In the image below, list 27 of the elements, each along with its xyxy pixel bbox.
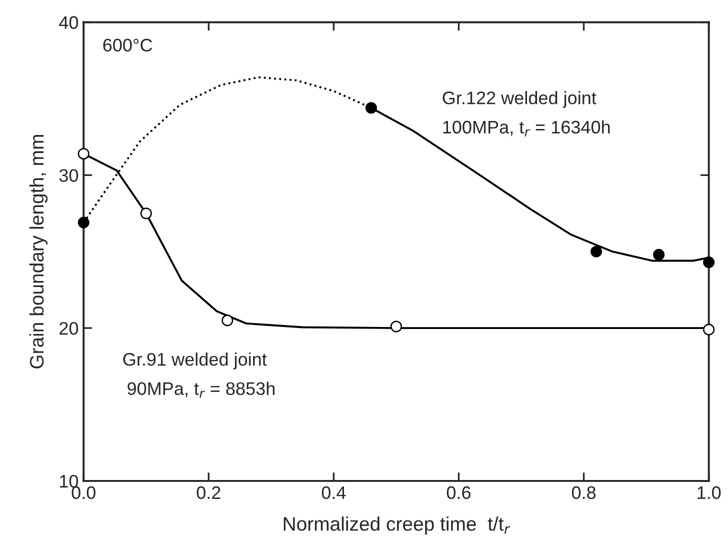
y-tick-label: 20 [60, 322, 78, 335]
point [703, 256, 715, 268]
y-tick-label: 30 [59, 169, 78, 182]
annotation: Gr.91 welded joint [123, 352, 267, 370]
point [78, 216, 90, 228]
annotation: 90MPa, t$_{r}$ = 8853h [128, 382, 274, 398]
point [365, 102, 377, 114]
x-tick-label: 1.0 [698, 486, 721, 500]
y-tick-label: 10 [60, 474, 78, 488]
point [590, 246, 602, 258]
point [78, 148, 90, 160]
y-tick-label: 40 [59, 16, 78, 29]
annotation: 600°C [103, 38, 152, 52]
x-tick-label: 0.0 [72, 486, 96, 500]
x-tick-label: 0.4 [322, 486, 346, 500]
point [653, 248, 665, 260]
y-axis-title: Grain boundary length, mm [29, 135, 48, 368]
x-tick-label: 0.2 [196, 486, 220, 500]
x-tick-label: 0.8 [572, 486, 596, 500]
point [703, 324, 715, 336]
point [390, 320, 402, 332]
annotation: 100MPa, t$_{r}$ = 16340h [443, 120, 610, 136]
point [140, 208, 152, 220]
point [222, 314, 234, 326]
x-tick-label: 0.6 [446, 486, 470, 500]
x-axis-title: Normalized creep time t/t$_{r}$ [284, 516, 510, 535]
annotation: Gr.122 welded joint [442, 91, 596, 108]
